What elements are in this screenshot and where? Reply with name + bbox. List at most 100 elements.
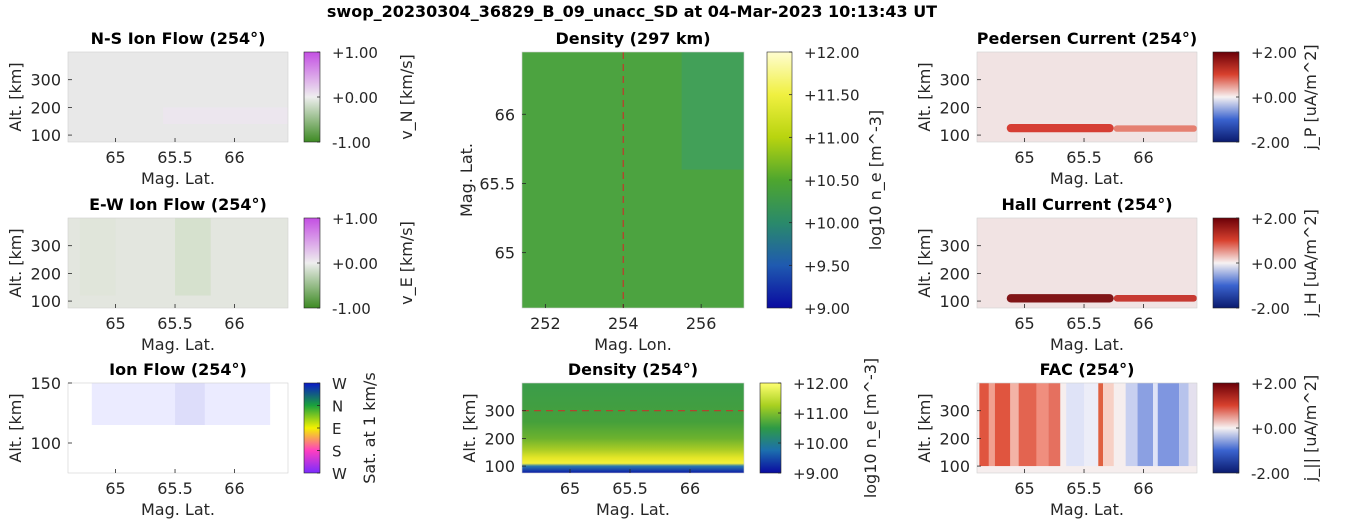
panel-title: FAC (254°) — [1040, 360, 1135, 379]
x-axis-label: Mag. Lat. — [596, 500, 670, 519]
heatmap-background — [977, 218, 1197, 308]
y-tick-label: 200 — [939, 429, 970, 448]
fac-stripe-0 — [979, 383, 989, 467]
x-axis-label: Mag. Lat. — [141, 335, 215, 354]
colorbar-label: Sat. at 1 km/s — [360, 372, 379, 483]
fac-stripe-6 — [1048, 383, 1061, 467]
y-axis-label: Alt. [km] — [6, 62, 25, 131]
y-tick-label: 300 — [939, 402, 970, 421]
fac-stripe-8 — [1084, 383, 1099, 467]
x-axis-label: Mag. Lon. — [594, 335, 672, 354]
colorbar-tick-label: +11.50 — [804, 87, 860, 105]
y-tick-label: 200 — [30, 264, 61, 283]
x-axis-label: Mag. Lat. — [141, 500, 215, 519]
y-tick-label: 65 — [495, 244, 515, 263]
heatmap-field — [522, 383, 744, 473]
panel-fac: 65 65.5 66 100 200 300 FAC (254°) Mag. Lat. Alt.… — [915, 360, 1321, 519]
colorbar-tick-label: +0.00 — [332, 255, 378, 273]
heatmap-feature-0 — [175, 218, 211, 296]
colorbar — [766, 51, 793, 309]
heatmap-field — [522, 52, 744, 308]
y-tick-label: 65.5 — [479, 174, 515, 193]
colorbar-tick-label: W — [332, 375, 347, 393]
x-tick-label: 65.5 — [157, 479, 193, 498]
heatmap-feature-1 — [1113, 294, 1197, 302]
y-tick-label: 100 — [30, 292, 61, 311]
panels: 65 65.5 66 100 200 300 N-S Ion Flow (254°) Mag.… — [6, 29, 1321, 519]
x-tick-label: 66 — [680, 479, 700, 498]
y-tick-label: 300 — [30, 237, 61, 256]
axes-frame — [67, 382, 289, 474]
density-profile — [522, 383, 744, 473]
fac-stripe-5 — [1036, 383, 1049, 467]
fac-stripe-10 — [1103, 383, 1114, 467]
colorbar-tick-label: +10.50 — [804, 172, 860, 190]
fac-stripe-1 — [988, 383, 995, 467]
colorbar-tick-label: +0.00 — [1251, 89, 1297, 107]
panel-title: Pedersen Current (254°) — [977, 29, 1198, 48]
x-axis-label: Mag. Lat. — [1050, 169, 1124, 188]
colorbar — [1212, 51, 1240, 143]
colorbar-tick-label: -2.00 — [1251, 465, 1290, 483]
panel-title: Density (254°) — [568, 360, 698, 379]
x-tick-label: 65.5 — [1066, 148, 1102, 167]
heatmap-feature-1 — [79, 218, 116, 296]
y-tick-label: 66 — [495, 105, 515, 124]
x-tick-label: 65 — [105, 148, 125, 167]
panel-ped: 65 65.5 66 100 200 300 Pedersen Current (254°)… — [915, 29, 1321, 188]
x-axis-label: Mag. Lat. — [1050, 335, 1124, 354]
x-tick-label: 65.5 — [612, 479, 648, 498]
panel-ion: 65 65.5 66 100 150 Ion Flow (254°) Mag. Lat. Al… — [6, 360, 379, 519]
colorbar-tick-label: +0.00 — [1251, 255, 1297, 273]
colorbar-tick-label: +1.00 — [332, 44, 378, 62]
colorbar-label: j_P [uA/m^2] — [1301, 44, 1321, 150]
colorbar-tick-label: +10.00 — [793, 435, 849, 453]
fac-stripe-2 — [994, 383, 1011, 467]
colorbar-tick-label: +2.00 — [1251, 375, 1297, 393]
colorbar — [1212, 382, 1240, 474]
y-tick-label: 100 — [484, 457, 515, 476]
colorbar-tick-label: +0.00 — [332, 89, 378, 107]
y-tick-label: 200 — [30, 98, 61, 117]
colorbar-tick-label: +9.50 — [804, 257, 850, 275]
figure-suptitle: swop_20230304_36829_B_09_unacc_SD at 04-… — [327, 2, 937, 21]
colorbar-tick-label: S — [332, 443, 342, 461]
colorbar-tick-label: +9.00 — [793, 465, 839, 483]
colorbar-label: log10 n_e [m^-3] — [866, 110, 886, 250]
fac-stripe-12 — [1137, 383, 1153, 467]
fac-stripe-4 — [1018, 383, 1037, 467]
fac-stripe-16 — [1188, 383, 1197, 467]
colorbar-tick-label: -1.00 — [332, 134, 371, 152]
colorbar-tick-label: +0.00 — [1251, 420, 1297, 438]
x-tick-label: 66 — [1133, 148, 1153, 167]
fac-stripe-9 — [1098, 383, 1104, 467]
fac-stripe-15 — [1179, 383, 1189, 467]
x-tick-label: 65 — [105, 314, 125, 333]
heatmap-field — [977, 52, 1197, 142]
y-tick-label: 300 — [484, 402, 515, 421]
fac-stripe-14 — [1157, 383, 1180, 467]
colorbar — [759, 382, 782, 474]
x-tick-label: 65.5 — [157, 148, 193, 167]
panel-hall: 65 65.5 66 100 200 300 Hall Current (254°) Mag.… — [915, 195, 1321, 354]
fac-stripe-11 — [1125, 383, 1138, 467]
heatmap-field — [977, 218, 1197, 308]
axes-frame — [976, 382, 1198, 474]
y-axis-label: Mag. Lat. — [457, 143, 476, 217]
fac-stripe-3 — [1010, 383, 1019, 467]
colorbar-tick-label: +2.00 — [1251, 210, 1297, 228]
colorbar-label: v_E [km/s] — [397, 221, 417, 305]
x-tick-label: 254 — [608, 314, 639, 333]
colorbar-tick-label: -1.00 — [332, 300, 371, 318]
axes-frame — [521, 382, 745, 474]
panel-title: Hall Current (254°) — [1001, 195, 1172, 214]
y-tick-label: 300 — [939, 71, 970, 90]
x-tick-label: 66 — [224, 479, 244, 498]
y-axis-label: Alt. [km] — [460, 393, 479, 462]
axes-frame — [67, 51, 289, 143]
x-tick-label: 66 — [1133, 479, 1153, 498]
colorbar-label: j_H [uA/m^2] — [1301, 209, 1321, 318]
y-tick-label: 200 — [939, 264, 970, 283]
y-tick-label: 100 — [939, 292, 970, 311]
